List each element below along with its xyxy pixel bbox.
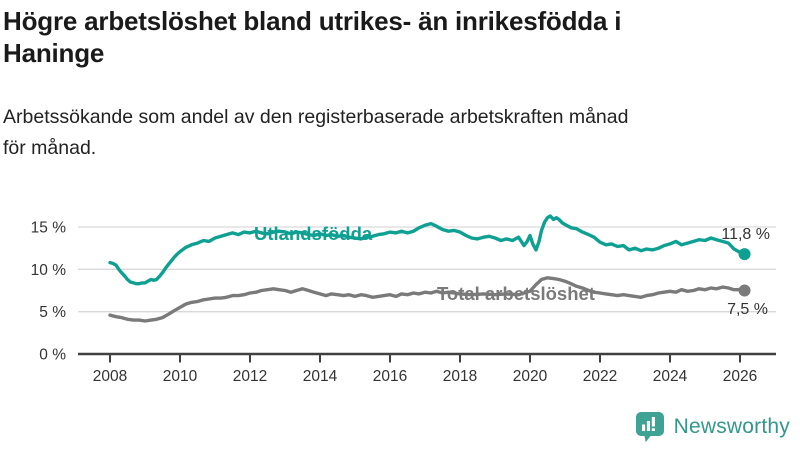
end-value-label-utlandsfodda: 11,8 % bbox=[721, 226, 770, 243]
bar-chart-speech-bubble-icon bbox=[635, 412, 664, 443]
chart-subtitle-line-2: för månad. bbox=[3, 137, 97, 159]
series-end-dot-total bbox=[738, 284, 751, 297]
logo-wordmark: Newsworthy bbox=[673, 415, 790, 438]
series-label-utlandsfodda: Utlandsfödda bbox=[254, 223, 373, 244]
x-tick-label: 2018 bbox=[443, 368, 477, 385]
series-label-total: Total arbetslöshet bbox=[437, 283, 595, 304]
page-title-line-2: Haninge bbox=[3, 38, 105, 68]
x-tick-label: 2016 bbox=[373, 368, 407, 385]
chart-subtitle: Arbetssökande som andel av den registerb… bbox=[3, 102, 793, 164]
x-tick-label: 2024 bbox=[653, 368, 688, 385]
page-title: Högre arbetslöshet bland utrikes- än inr… bbox=[3, 5, 783, 69]
y-tick-label: 5 % bbox=[39, 304, 66, 321]
x-tick-label: 2008 bbox=[93, 368, 127, 385]
series-end-dot-utlandsfodda bbox=[738, 248, 751, 261]
y-tick-label: 0 % bbox=[39, 347, 66, 364]
page-title-line-1: Högre arbetslöshet bland utrikes- än inr… bbox=[3, 6, 622, 36]
chart-subtitle-line-1: Arbetssökande som andel av den registerb… bbox=[3, 106, 629, 128]
newsworthy-logo: Newsworthy bbox=[633, 410, 790, 444]
y-tick-label: 15 % bbox=[31, 219, 67, 236]
x-tick-label: 2010 bbox=[163, 368, 198, 385]
x-tick-label: 2026 bbox=[723, 368, 757, 385]
x-tick-label: 2014 bbox=[303, 368, 338, 385]
end-value-label-total: 7,5 % bbox=[727, 301, 768, 318]
x-tick-label: 2022 bbox=[583, 368, 617, 385]
y-tick-label: 10 % bbox=[31, 262, 67, 279]
series-line-utlandsfodda bbox=[108, 214, 747, 286]
x-tick-label: 2012 bbox=[233, 368, 267, 385]
x-tick-label: 2020 bbox=[513, 368, 548, 385]
series-line-total bbox=[108, 276, 747, 323]
